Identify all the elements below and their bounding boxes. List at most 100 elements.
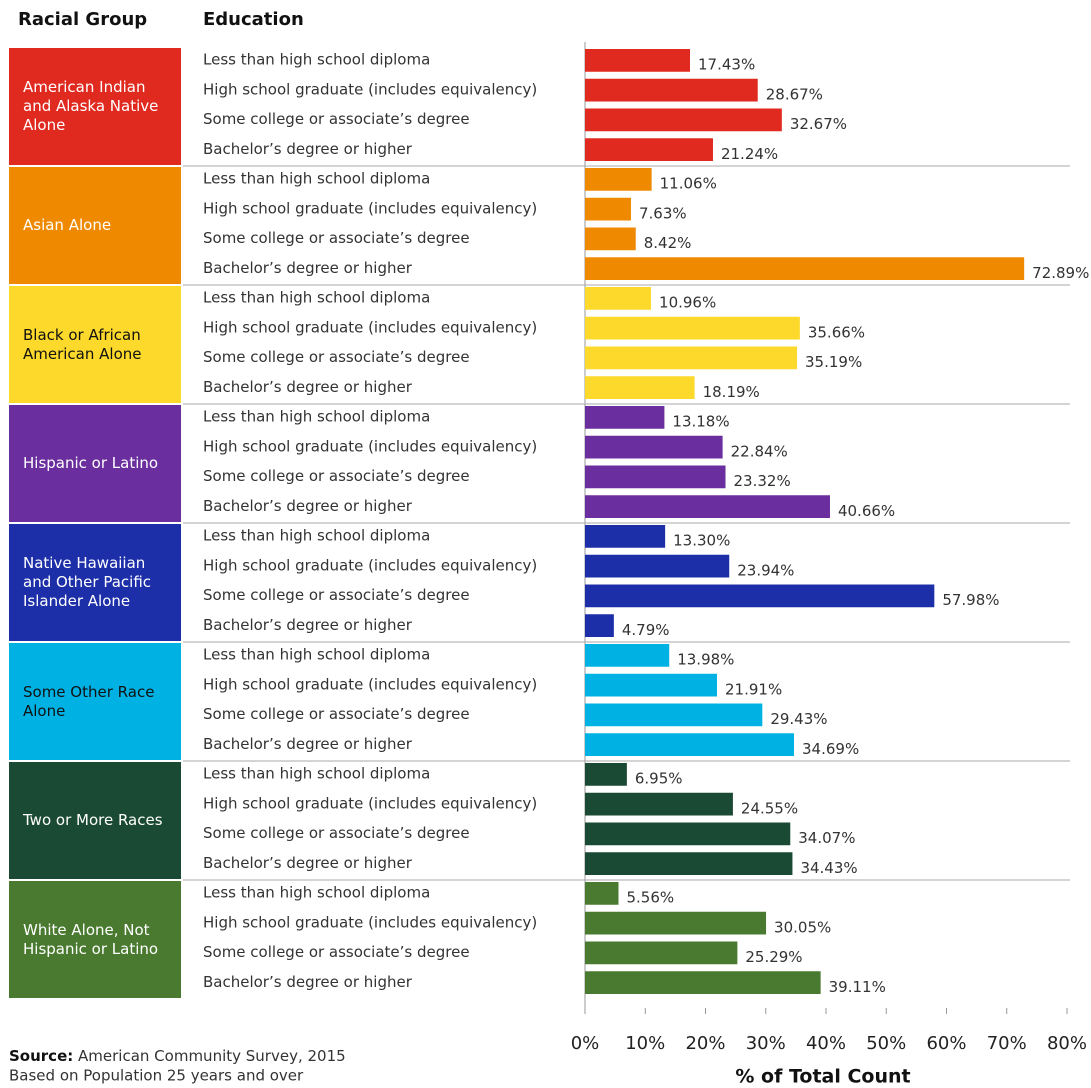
value-label: 23.32% (734, 472, 791, 490)
value-label: 11.06% (660, 175, 717, 193)
bar (585, 316, 800, 340)
bar (585, 644, 670, 667)
bar (585, 168, 652, 191)
bar (585, 138, 713, 161)
value-label: 13.30% (673, 532, 730, 550)
note: Based on Population 25 years and over (9, 1067, 304, 1085)
bar (585, 763, 627, 786)
value-label: 6.95% (635, 770, 683, 788)
category-label: High school graduate (includes equivalen… (203, 675, 537, 693)
bar (585, 287, 652, 310)
category-label: Less than high school diploma (203, 170, 430, 188)
bar (585, 108, 782, 132)
category-label: Less than high school diploma (203, 51, 430, 69)
bar (585, 673, 718, 697)
group-label: Native Hawaiian and Other Pacific Island… (9, 524, 181, 641)
category-label: Bachelor’s degree or higher (203, 140, 413, 158)
value-label: 39.11% (829, 978, 886, 996)
value-label: 17.43% (698, 56, 755, 74)
source-text: American Community Survey, 2015 (78, 1047, 346, 1065)
bar (585, 346, 798, 370)
value-label: 10.96% (659, 294, 716, 312)
bar (585, 733, 795, 756)
category-label: Some college or associate’s degree (203, 348, 470, 366)
bar (585, 435, 723, 459)
value-label: 30.05% (774, 918, 831, 936)
category-label: High school graduate (includes equivalen… (203, 80, 537, 98)
category-label: Less than high school diploma (203, 289, 430, 307)
bar (585, 525, 666, 548)
value-label: 57.98% (942, 591, 999, 609)
x-tick-label: 40% (806, 1033, 846, 1054)
group-label: Black or African American Alone (9, 286, 181, 403)
x-tick-label: 0% (571, 1033, 600, 1054)
bar (585, 376, 695, 399)
value-label: 35.66% (808, 323, 865, 341)
value-label: 34.69% (802, 740, 859, 758)
group-label: Asian Alone (9, 167, 181, 284)
category-label: High school graduate (includes equivalen… (203, 318, 537, 336)
category-header: Education (203, 9, 304, 30)
value-label: 32.67% (790, 115, 847, 133)
x-tick-label: 60% (926, 1033, 966, 1054)
bar (585, 78, 758, 102)
bar (585, 852, 793, 875)
category-label: High school graduate (includes equivalen… (203, 794, 537, 812)
bar (585, 584, 935, 608)
category-label: Bachelor’s degree or higher (203, 497, 413, 515)
value-label: 8.42% (644, 234, 692, 252)
value-label: 4.79% (622, 621, 670, 639)
category-label: High school graduate (includes equivalen… (203, 913, 537, 931)
bar (585, 792, 733, 816)
bar (585, 822, 791, 846)
category-label: Bachelor’s degree or higher (203, 616, 413, 634)
category-label: High school graduate (includes equivalen… (203, 199, 537, 217)
source-label: Source: (9, 1047, 73, 1065)
category-label: High school graduate (includes equivalen… (203, 437, 537, 455)
bar (585, 703, 763, 727)
bar (585, 941, 738, 965)
bar (585, 882, 619, 905)
category-label: Less than high school diploma (203, 765, 430, 783)
bar (585, 554, 730, 578)
bar (585, 197, 631, 221)
category-label: Some college or associate’s degree (203, 586, 470, 604)
category-label: Less than high school diploma (203, 527, 430, 545)
category-label: Some college or associate’s degree (203, 824, 470, 842)
category-label: Bachelor’s degree or higher (203, 735, 413, 753)
category-label: Less than high school diploma (203, 646, 430, 664)
value-label: 23.94% (737, 561, 794, 579)
bar (585, 465, 726, 489)
group-label: Hispanic or Latino (9, 405, 181, 522)
category-label: Some college or associate’s degree (203, 943, 470, 961)
category-label: Bachelor’s degree or higher (203, 259, 413, 277)
value-label: 25.29% (745, 948, 802, 966)
category-label: Some college or associate’s degree (203, 467, 470, 485)
group-label: White Alone, Not Hispanic or Latino (9, 881, 181, 998)
category-label: High school graduate (includes equivalen… (203, 556, 537, 574)
category-label: Some college or associate’s degree (203, 705, 470, 723)
category-label: Bachelor’s degree or higher (203, 378, 413, 396)
x-tick-label: 50% (866, 1033, 906, 1054)
x-axis-label: % of Total Count (735, 1066, 910, 1088)
x-tick-label: 20% (685, 1033, 725, 1054)
category-label: Some college or associate’s degree (203, 110, 470, 128)
value-label: 13.98% (677, 651, 734, 669)
x-tick-label: 10% (625, 1033, 665, 1054)
value-label: 13.18% (672, 413, 729, 431)
category-label: Less than high school diploma (203, 408, 430, 426)
value-label: 72.89% (1032, 264, 1089, 282)
value-label: 21.91% (725, 680, 782, 698)
source: Source: American Community Survey, 2015 (9, 1047, 346, 1065)
x-tick-label: 30% (746, 1033, 786, 1054)
value-label: 29.43% (770, 710, 827, 728)
group-label: Some Other Race Alone (9, 643, 181, 760)
x-tick-label: 80% (1047, 1033, 1087, 1054)
value-label: 24.55% (741, 799, 798, 817)
bar (585, 257, 1025, 280)
category-label: Bachelor’s degree or higher (203, 973, 413, 991)
bar (585, 971, 821, 994)
category-label: Bachelor’s degree or higher (203, 854, 413, 872)
value-label: 7.63% (639, 204, 687, 222)
